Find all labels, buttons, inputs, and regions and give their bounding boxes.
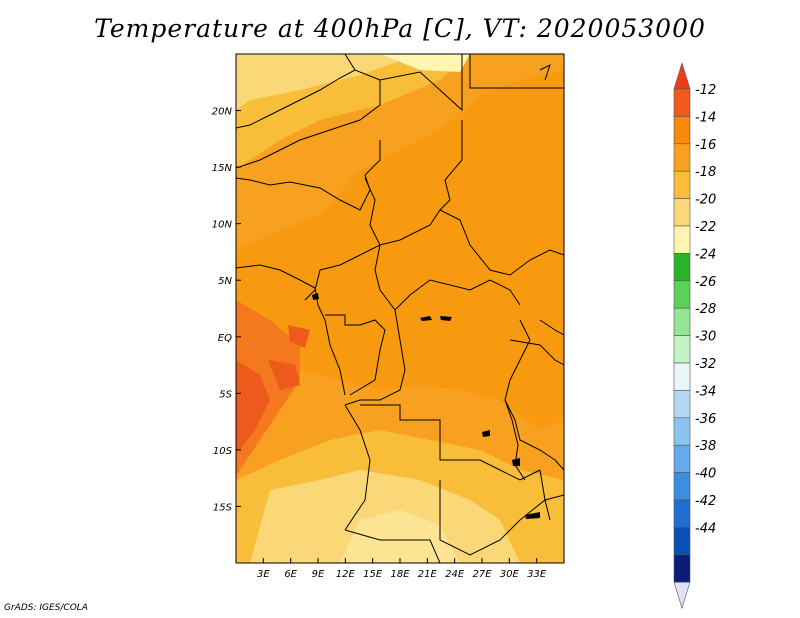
colorbar-label-5: -22 xyxy=(695,220,716,235)
lat-tick-label-0: 20N xyxy=(212,107,233,118)
lon-tick-label-0: 3E xyxy=(257,569,270,580)
coast-red-sea xyxy=(539,64,551,81)
colorbar-label-15: -42 xyxy=(695,494,716,509)
colorbar-bottom-arrow xyxy=(673,581,691,610)
longitude-axis: 3E 6E 9E 12E 15E 18E 21E 24E 27E 30E 33E xyxy=(257,558,547,580)
colorbar-box-5 xyxy=(673,225,691,254)
border-uganda xyxy=(539,319,564,336)
border-car-sudan xyxy=(439,209,564,276)
lake-mark-5 xyxy=(525,512,540,519)
temperature-field xyxy=(236,54,564,563)
field-north-22 xyxy=(380,54,470,72)
colorbar-box-4 xyxy=(673,198,691,227)
colorbar-box-1 xyxy=(673,116,691,145)
colorbar-box-9 xyxy=(673,335,691,364)
border-chad-car xyxy=(379,120,463,246)
lon-tick-label-4: 15E xyxy=(363,569,383,580)
colorbar-label-3: -18 xyxy=(695,165,716,180)
colorbar-label-10: -32 xyxy=(695,357,716,372)
lake-mark-4 xyxy=(512,458,520,466)
coastline-angola xyxy=(344,404,371,531)
colorbar-label-12: -36 xyxy=(695,412,716,427)
colorbar-box-16 xyxy=(673,527,691,556)
lat-tick-label-7: 15S xyxy=(213,502,233,513)
colorbar-box-15 xyxy=(673,499,691,528)
lon-tick-label-7: 24E xyxy=(445,569,465,580)
lake-mark-6 xyxy=(312,293,319,300)
lat-tick-label-1: 15N xyxy=(212,163,233,174)
lake-mark-3 xyxy=(482,430,490,437)
border-gabon-congo xyxy=(325,314,386,396)
colorbar-label-13: -38 xyxy=(695,439,716,454)
lon-tick-label-8: 27E xyxy=(472,569,492,580)
lon-tick-label-9: 30E xyxy=(500,569,520,580)
colorbar-label-11: -34 xyxy=(695,384,716,399)
colorbar-label-2: -16 xyxy=(695,138,716,153)
colorbar-top-arrow xyxy=(673,61,691,90)
colorbar-box-11 xyxy=(673,390,691,419)
latitude-axis: 20N 15N 10N 5N EQ 5S 10S 15S xyxy=(212,107,241,513)
colorbar-box-8 xyxy=(673,307,691,336)
lon-tick-label-10: 33E xyxy=(527,569,547,580)
colorbar-label-4: -20 xyxy=(695,193,716,208)
lat-tick-label-2: 10N xyxy=(212,220,233,231)
border-congo-drc xyxy=(344,309,406,406)
colorbar-label-14: -40 xyxy=(695,467,716,482)
border-nigeria-niger xyxy=(236,140,381,211)
lake-mark-1 xyxy=(420,316,432,321)
border-egypt-sudan xyxy=(469,54,564,89)
border-angola-namibia xyxy=(344,529,441,563)
map-title: Temperature at 400hPa [C], VT: 202005300… xyxy=(94,14,706,43)
lon-tick-label-6: 21E xyxy=(418,569,438,580)
colorbar-box-2 xyxy=(673,143,691,172)
field-west-12 xyxy=(236,360,270,450)
colorbar-box-12 xyxy=(673,417,691,446)
colorbar: -12 -14 -16 -18 -20 -22 -24 -26 -28 -30 -32 -34 -36 -… xyxy=(673,61,716,610)
field-west-12b xyxy=(268,360,300,390)
lon-tick-label-3: 12E xyxy=(336,569,356,580)
lake-mark-2 xyxy=(440,316,452,321)
border-drc-east xyxy=(504,319,564,471)
lon-tick-label-2: 9E xyxy=(312,569,325,580)
colorbar-label-6: -24 xyxy=(695,247,716,262)
field-central-14 xyxy=(236,70,564,430)
field-south-21 xyxy=(340,510,460,563)
colorbar-label-1: -14 xyxy=(695,110,716,125)
border-cameroon-nigeria xyxy=(304,177,381,301)
colorbar-box-13 xyxy=(673,444,691,473)
border-car-drc xyxy=(374,244,521,311)
lat-tick-label-6: 10S xyxy=(213,446,233,457)
colorbar-label-9: -30 xyxy=(695,330,716,345)
colorbar-box-7 xyxy=(673,280,691,309)
colorbar-label-8: -28 xyxy=(695,302,716,317)
field-north-20 xyxy=(236,54,420,110)
grads-credit: GrADS: IGES/COLA xyxy=(4,603,88,613)
lake-tanganyika xyxy=(504,399,526,481)
lake-marks xyxy=(312,293,540,519)
colorbar-box-0 xyxy=(673,88,691,117)
border-libya-chad xyxy=(379,54,463,112)
colorbar-box-14 xyxy=(673,472,691,501)
colorbar-box-10 xyxy=(673,362,691,391)
lake-malawi xyxy=(539,469,551,521)
colorbar-label-16: -44 xyxy=(695,521,716,536)
lon-tick-label-1: 6E xyxy=(284,569,297,580)
lake-victoria-edge xyxy=(509,339,564,366)
lat-tick-label-4: EQ xyxy=(218,333,232,344)
colorbar-box-3 xyxy=(673,170,691,199)
border-algeria xyxy=(344,54,356,71)
lon-tick-label-5: 18E xyxy=(390,569,410,580)
colorbar-box-6 xyxy=(673,253,691,282)
lat-tick-label-3: 5N xyxy=(218,276,232,287)
colorbar-box-17 xyxy=(673,554,691,583)
field-gabon-12 xyxy=(288,325,310,348)
border-angola-drc xyxy=(360,404,541,481)
colorbar-label-7: -26 xyxy=(695,275,716,290)
lat-tick-label-5: 5S xyxy=(219,389,232,400)
colorbar-label-0: -12 xyxy=(695,83,716,98)
